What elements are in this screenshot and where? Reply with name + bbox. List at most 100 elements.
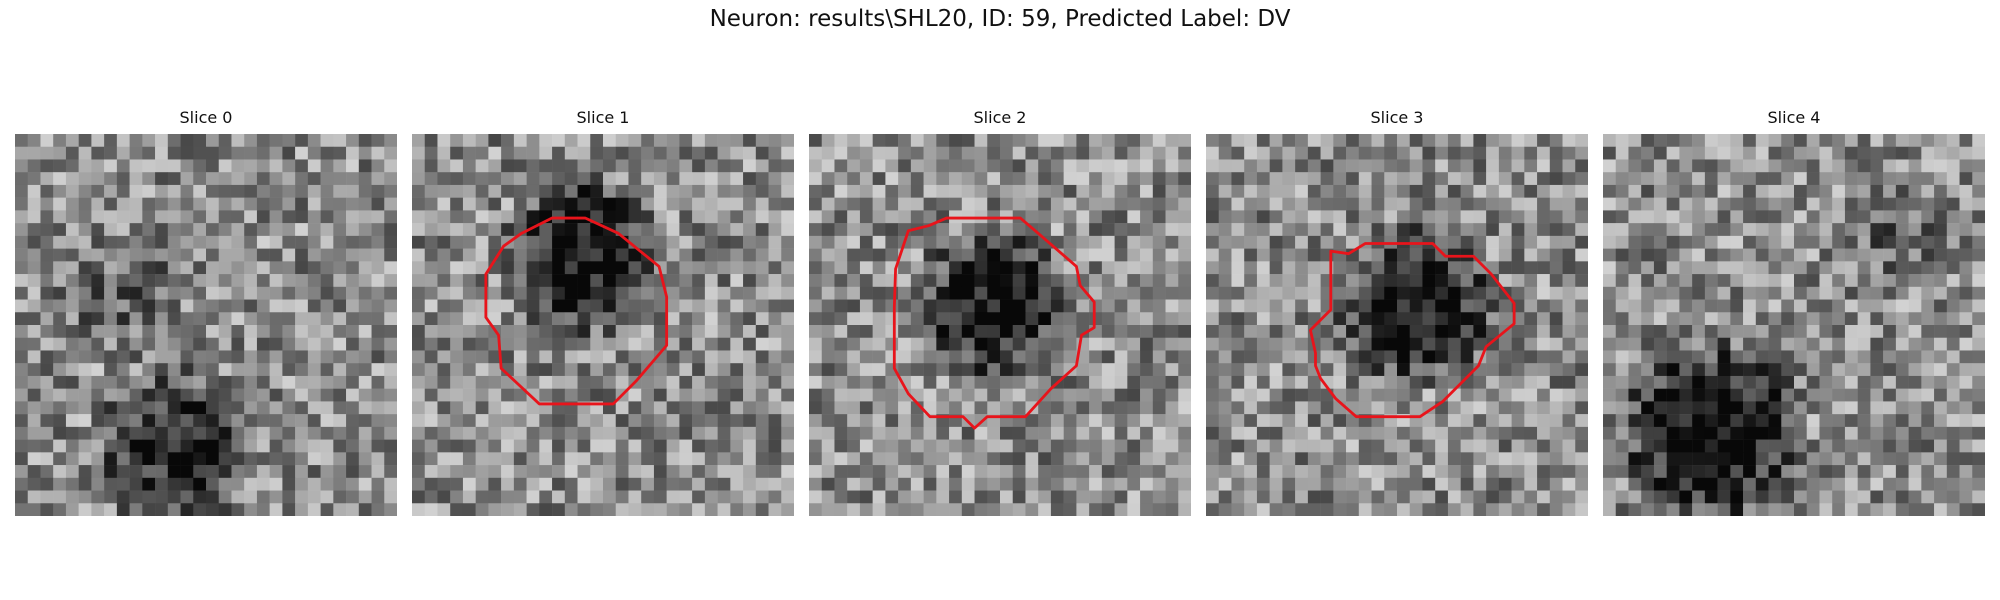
pixel-cell <box>717 490 731 504</box>
pixel-cell <box>1628 299 1642 313</box>
pixel-cell <box>1422 426 1436 440</box>
pixel-cell <box>1397 490 1410 504</box>
pixel-cell <box>1447 452 1461 466</box>
pixel-cell <box>1435 350 1449 364</box>
pixel-cell <box>1498 299 1512 313</box>
pixel-cell <box>821 172 835 186</box>
pixel-cell <box>412 274 425 288</box>
pixel-cell <box>1857 337 1871 351</box>
pixel-cell <box>1231 337 1245 351</box>
pixel-cell <box>603 503 616 516</box>
pixel-cell <box>129 452 143 466</box>
pixel-cell <box>1806 172 1820 186</box>
pixel-cell <box>1269 210 1283 224</box>
pixel-cell <box>821 197 835 211</box>
pixel-cell <box>1256 210 1270 224</box>
pixel-cell <box>1870 452 1884 466</box>
pixel-cell <box>730 414 744 428</box>
pixel-cell <box>437 210 451 224</box>
pixel-cell <box>1127 235 1141 249</box>
pixel-cell <box>641 134 655 147</box>
pixel-cell <box>1295 452 1309 466</box>
pixel-cell <box>1422 286 1436 300</box>
pixel-cell <box>987 465 1001 479</box>
pixel-cell <box>475 134 489 147</box>
pixel-cell <box>40 197 54 211</box>
pixel-cell <box>295 350 309 364</box>
pixel-cell <box>450 286 464 300</box>
pixel-cell <box>730 248 744 262</box>
pixel-cell <box>768 337 782 351</box>
pixel-cell <box>1806 248 1820 262</box>
pixel-cell <box>1320 426 1334 440</box>
pixel-cell <box>1089 375 1103 389</box>
pixel-cell <box>1384 452 1398 466</box>
pixel-cell <box>666 248 680 262</box>
pixel-cell <box>1076 261 1090 275</box>
pixel-cell <box>809 452 822 466</box>
pixel-cell <box>1832 134 1846 147</box>
pixel-cell <box>1256 465 1270 479</box>
pixel-cell <box>1498 503 1512 516</box>
pixel-cell <box>1076 235 1090 249</box>
pixel-cell <box>910 363 924 377</box>
pixel-cell <box>307 452 321 466</box>
pixel-cell <box>539 490 553 504</box>
pixel-cell <box>437 184 451 198</box>
pixel-cell <box>847 503 861 516</box>
pixel-cell <box>269 274 283 288</box>
pixel-cell <box>809 235 822 249</box>
pixel-cell <box>1908 426 1922 440</box>
pixel-cell <box>1794 299 1807 313</box>
pixel-cell <box>1473 274 1487 288</box>
pixel-cell <box>679 375 693 389</box>
pixel-cell <box>1959 172 1973 186</box>
pixel-cell <box>1063 235 1077 249</box>
pixel-cell <box>590 439 604 453</box>
pixel-cell <box>27 134 41 147</box>
pixel-cell <box>987 197 1001 211</box>
pixel-cell <box>206 172 219 186</box>
pixel-cell <box>1371 184 1385 198</box>
pixel-cell <box>1498 184 1512 198</box>
pixel-cell <box>1101 325 1115 338</box>
pixel-cell <box>653 414 667 428</box>
pixel-cell <box>1114 439 1128 453</box>
pixel-cell <box>1000 223 1013 237</box>
pixel-cell <box>1781 363 1795 377</box>
pixel-cell <box>1934 312 1948 326</box>
pixel-cell <box>1101 146 1115 160</box>
pixel-cell <box>206 134 219 147</box>
pixel-cell <box>1218 197 1232 211</box>
pixel-cell <box>936 350 950 364</box>
pixel-cell <box>282 299 296 313</box>
pixel-cell <box>615 184 629 198</box>
pixel-cell <box>206 299 219 313</box>
pixel-cell <box>142 274 156 288</box>
pixel-cell <box>1844 210 1858 224</box>
pixel-cell <box>552 490 566 504</box>
pixel-cell <box>1615 350 1629 364</box>
pixel-cell <box>1307 414 1321 428</box>
pixel-cell <box>1844 350 1858 364</box>
pixel-cell <box>1511 350 1525 364</box>
pixel-cell <box>1806 503 1820 516</box>
pixel-cell <box>755 388 769 402</box>
pixel-cell <box>1025 248 1039 262</box>
pixel-cell <box>1603 159 1616 173</box>
pixel-cell <box>1730 134 1744 147</box>
pixel-cell <box>1934 134 1948 147</box>
slice-title: Slice 3 <box>1370 108 1424 127</box>
pixel-cell <box>1537 477 1551 491</box>
pixel-cell <box>155 146 169 160</box>
pixel-cell <box>1679 426 1693 440</box>
pixel-cell <box>834 299 848 313</box>
pixel-cell <box>987 490 1001 504</box>
pixel-cell <box>603 210 616 224</box>
pixel-cell <box>1178 363 1191 377</box>
pixel-cell <box>78 477 92 491</box>
pixel-cell <box>1679 350 1693 364</box>
pixel-cell <box>256 312 270 326</box>
pixel-cell <box>450 452 464 466</box>
pixel-cell <box>1397 286 1410 300</box>
